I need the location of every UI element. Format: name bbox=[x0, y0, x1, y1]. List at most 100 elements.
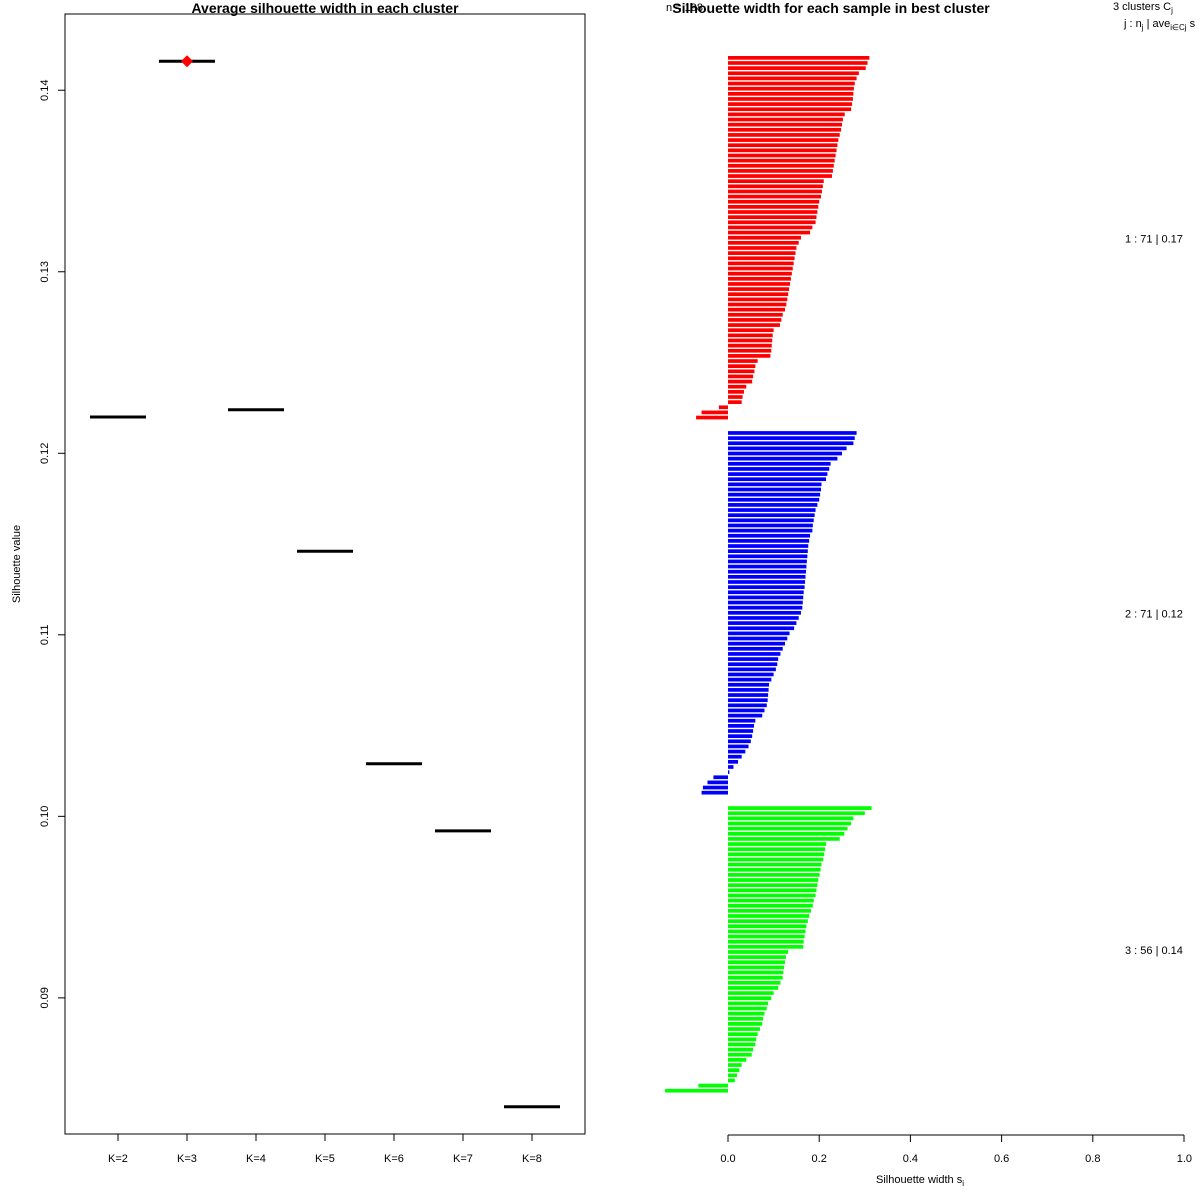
silhouette-bar bbox=[728, 179, 824, 184]
left-x-tick-label: K=6 bbox=[384, 1153, 404, 1165]
silhouette-bar bbox=[728, 682, 770, 687]
silhouette-bar bbox=[728, 436, 855, 440]
silhouette-bar bbox=[728, 857, 824, 862]
silhouette-bar bbox=[728, 86, 854, 91]
right-x-tick-label: 1.0 bbox=[1177, 1153, 1192, 1165]
silhouette-bar bbox=[728, 431, 857, 435]
right-x-tick-label: 0.8 bbox=[1085, 1153, 1100, 1165]
silhouette-bar bbox=[728, 739, 751, 744]
silhouette-bar bbox=[728, 569, 806, 574]
silhouette-bar bbox=[728, 867, 821, 872]
silhouette-bar bbox=[728, 138, 839, 142]
silhouette-bar bbox=[728, 240, 799, 245]
silhouette-bar bbox=[728, 996, 772, 1001]
silhouette-bar bbox=[728, 482, 822, 487]
silhouette-bar bbox=[728, 878, 819, 882]
silhouette-bar bbox=[728, 626, 795, 631]
cluster-header-line1-sub: j bbox=[1170, 6, 1173, 15]
silhouette-bar bbox=[728, 708, 765, 713]
silhouette-bar bbox=[728, 81, 855, 86]
silhouette-bar bbox=[728, 955, 786, 959]
silhouette-bar bbox=[728, 117, 843, 122]
silhouette-bar bbox=[728, 898, 814, 903]
silhouette-bar bbox=[728, 580, 806, 584]
silhouette-bar bbox=[728, 302, 787, 307]
silhouette-bar bbox=[665, 1088, 728, 1093]
silhouette-bar bbox=[728, 169, 833, 173]
silhouette-bar bbox=[728, 693, 769, 697]
left-x-tick-label: K=4 bbox=[246, 1153, 266, 1165]
silhouette-bar bbox=[728, 842, 827, 846]
silhouette-bar bbox=[728, 724, 754, 728]
silhouette-bar bbox=[728, 318, 782, 322]
left-y-tick-label: 0.13 bbox=[39, 261, 51, 282]
silhouette-bar bbox=[728, 590, 804, 595]
silhouette-bar bbox=[707, 780, 728, 785]
silhouette-bar bbox=[728, 883, 818, 888]
silhouette-bar bbox=[728, 646, 783, 651]
silhouette-bar bbox=[728, 215, 817, 219]
silhouette-bar bbox=[728, 256, 795, 261]
cluster-header-line2-a-sub: j bbox=[1141, 23, 1144, 32]
silhouette-bar bbox=[728, 677, 772, 682]
silhouette-bar bbox=[728, 230, 811, 235]
silhouette-bar bbox=[728, 765, 734, 769]
silhouette-bar bbox=[728, 359, 758, 363]
silhouette-bar bbox=[728, 718, 756, 723]
silhouette-bar bbox=[728, 903, 813, 908]
silhouette-bar bbox=[728, 189, 822, 194]
silhouette-bar bbox=[728, 97, 853, 101]
silhouette-bar bbox=[728, 292, 789, 297]
silhouette-bar bbox=[728, 354, 771, 358]
silhouette-bar bbox=[728, 585, 805, 589]
silhouette-bar bbox=[728, 503, 818, 507]
silhouette-bar bbox=[728, 369, 755, 374]
silhouette-bar bbox=[728, 61, 868, 65]
average-silhouette-panel: Average silhouette width in each cluster… bbox=[11, 0, 586, 1165]
silhouette-bar bbox=[728, 1037, 757, 1042]
silhouette-bar bbox=[728, 487, 822, 492]
silhouette-bar bbox=[728, 400, 742, 404]
silhouette-bar bbox=[728, 374, 754, 379]
silhouette-bar bbox=[728, 533, 811, 538]
silhouette-bar bbox=[728, 364, 756, 369]
silhouette-bar bbox=[728, 1001, 769, 1006]
silhouette-bar bbox=[728, 991, 774, 995]
right-x-tick-label: 0.2 bbox=[812, 1153, 827, 1165]
silhouette-bar bbox=[728, 205, 819, 209]
silhouette-bar bbox=[728, 472, 828, 476]
silhouette-bar bbox=[728, 379, 753, 384]
silhouette-bar bbox=[728, 127, 842, 132]
silhouette-bar bbox=[728, 477, 827, 482]
silhouette-bar bbox=[728, 605, 803, 610]
silhouette-bar bbox=[728, 287, 790, 291]
silhouette-bar bbox=[728, 667, 776, 672]
cluster-header-line2: j : nj | avei∈Cj s bbox=[1123, 18, 1196, 32]
silhouette-bar bbox=[728, 338, 773, 343]
silhouette-bar bbox=[728, 348, 772, 353]
silhouette-bar bbox=[728, 148, 837, 153]
silhouette-bar bbox=[728, 862, 822, 867]
silhouette-bar bbox=[728, 837, 840, 841]
left-y-axis-label: Silhouette value bbox=[11, 525, 23, 603]
silhouette-bar bbox=[728, 564, 807, 569]
sample-count-note: n = 198 bbox=[666, 2, 703, 14]
left-x-tick-label: K=7 bbox=[453, 1153, 473, 1165]
silhouette-bar bbox=[728, 826, 848, 831]
silhouette-bar bbox=[728, 461, 831, 466]
silhouette-bar bbox=[728, 662, 778, 667]
silhouette-bar bbox=[728, 456, 838, 461]
cluster-header-line2-a: j : n bbox=[1123, 18, 1142, 30]
silhouette-bar bbox=[728, 333, 773, 338]
left-y-tick-label: 0.11 bbox=[39, 625, 51, 646]
cluster-header-line1: 3 clusters Cj bbox=[1113, 1, 1173, 15]
silhouette-bar bbox=[728, 66, 866, 70]
silhouette-bar bbox=[728, 816, 854, 821]
silhouette-bar bbox=[728, 729, 754, 733]
silhouette-bar bbox=[728, 441, 854, 446]
cluster-header-line2-b-sub: i∈Cj bbox=[1170, 23, 1187, 32]
silhouette-bar bbox=[728, 174, 832, 178]
silhouette-bar bbox=[728, 518, 814, 523]
silhouette-bar bbox=[728, 1078, 735, 1083]
silhouette-bar bbox=[728, 559, 807, 564]
